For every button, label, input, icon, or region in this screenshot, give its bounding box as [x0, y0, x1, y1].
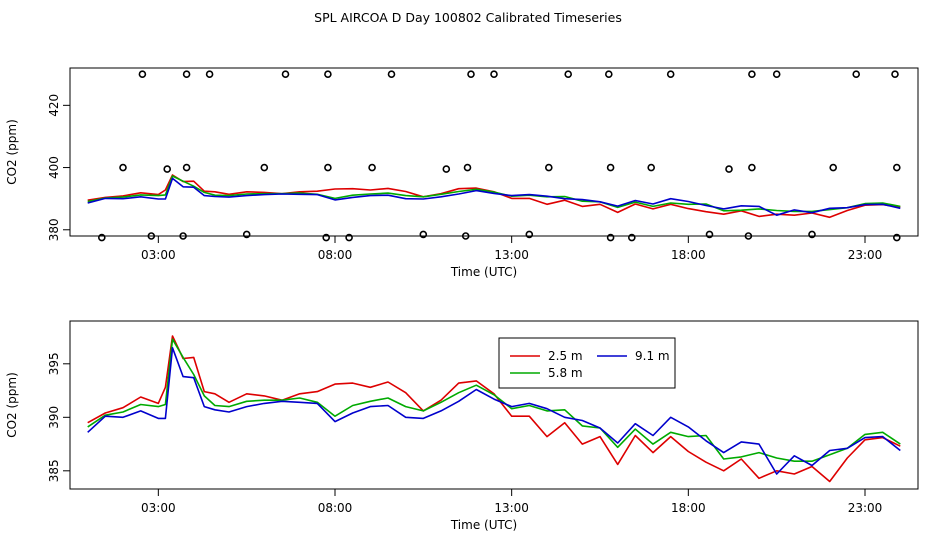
series-line-58m-panel-top — [87, 175, 901, 213]
x-axis-label: Time (UTC) — [450, 518, 517, 532]
x-tick-label: 18:00 — [671, 501, 706, 515]
data-point-marker — [322, 233, 331, 242]
data-point-marker — [604, 70, 613, 78]
data-point-marker — [324, 70, 332, 78]
data-point-marker — [467, 70, 475, 78]
data-point-marker — [772, 70, 781, 78]
data-point-marker — [260, 163, 269, 172]
x-tick-label: 08:00 — [318, 248, 353, 262]
data-point-marker — [205, 70, 214, 78]
chart-title: SPL AIRCOA D Day 100802 Calibrated Times… — [314, 10, 622, 25]
legend-label: 5.8 m — [548, 366, 583, 380]
x-tick-label: 08:00 — [318, 501, 353, 515]
data-point-marker — [606, 233, 615, 242]
x-tick-label: 13:00 — [494, 501, 529, 515]
data-point-marker — [891, 70, 899, 78]
legend: 2.5 m 9.1 m 5.8 m — [498, 337, 676, 389]
data-point-marker — [647, 163, 656, 172]
y-tick-label: 395 — [47, 352, 61, 375]
data-point-marker — [725, 165, 733, 173]
data-point-marker — [119, 163, 127, 172]
y-axis-label: CO2 (ppm) — [5, 372, 19, 438]
data-point-marker — [387, 70, 396, 78]
x-tick-label: 23:00 — [848, 501, 883, 515]
x-axis-label: Time (UTC) — [450, 265, 517, 279]
data-point-marker — [463, 163, 472, 172]
series-line-25m-panel-top — [87, 174, 901, 219]
y-axis-label: CO2 (ppm) — [5, 119, 19, 185]
data-point-marker — [525, 230, 534, 239]
data-point-marker — [345, 233, 353, 242]
data-point-marker — [368, 163, 376, 172]
data-point-marker — [852, 70, 861, 78]
y-tick-label: 400 — [47, 156, 61, 179]
data-point-marker — [138, 70, 147, 78]
x-tick-label: 18:00 — [671, 248, 706, 262]
data-point-marker — [666, 70, 675, 78]
data-point-marker — [419, 230, 428, 239]
x-tick-label: 03:00 — [141, 501, 176, 515]
data-point-marker — [324, 163, 332, 172]
data-point-marker — [490, 70, 498, 78]
series-line-25m-panel-bottom — [87, 335, 901, 483]
data-point-marker — [182, 70, 191, 78]
data-point-marker — [705, 230, 714, 239]
x-tick-label: 23:00 — [848, 248, 883, 262]
x-tick-label: 03:00 — [141, 248, 176, 262]
data-point-marker — [748, 163, 756, 172]
legend-box — [498, 337, 676, 389]
y-tick-label: 380 — [47, 218, 61, 241]
series-line-91m-panel-bottom — [87, 346, 901, 475]
series-line-58m-panel-bottom — [87, 338, 901, 463]
data-point-marker — [564, 70, 573, 78]
data-point-marker — [442, 165, 451, 173]
top-panel: 03:00 08:00 13:00 18:00 23:00 380 400 420 Time (… — [5, 67, 919, 279]
data-point-marker — [748, 70, 756, 78]
data-point-marker — [606, 163, 615, 172]
data-point-marker — [163, 165, 171, 173]
data-point-marker — [892, 233, 901, 242]
data-point-marker — [98, 233, 106, 242]
data-point-marker — [182, 163, 191, 172]
y-tick-label: 385 — [47, 459, 61, 482]
data-point-marker — [242, 230, 251, 239]
series-line-91m-panel-top — [87, 177, 901, 216]
y-tick-label: 420 — [47, 94, 61, 117]
data-point-marker — [808, 230, 816, 239]
data-point-marker — [281, 70, 290, 78]
data-point-marker — [544, 163, 553, 172]
y-tick-label: 390 — [47, 406, 61, 429]
x-tick-label: 13:00 — [494, 248, 529, 262]
plot-frame — [69, 67, 919, 237]
data-point-marker — [627, 233, 636, 242]
bottom-panel: 03:00 08:00 13:00 18:00 23:00 385 390 395 Time (… — [5, 320, 919, 532]
data-point-marker — [892, 163, 901, 172]
plot-frame — [69, 320, 919, 490]
legend-label: 9.1 m — [635, 349, 670, 363]
legend-label: 2.5 m — [548, 349, 583, 363]
data-point-marker — [829, 163, 838, 172]
